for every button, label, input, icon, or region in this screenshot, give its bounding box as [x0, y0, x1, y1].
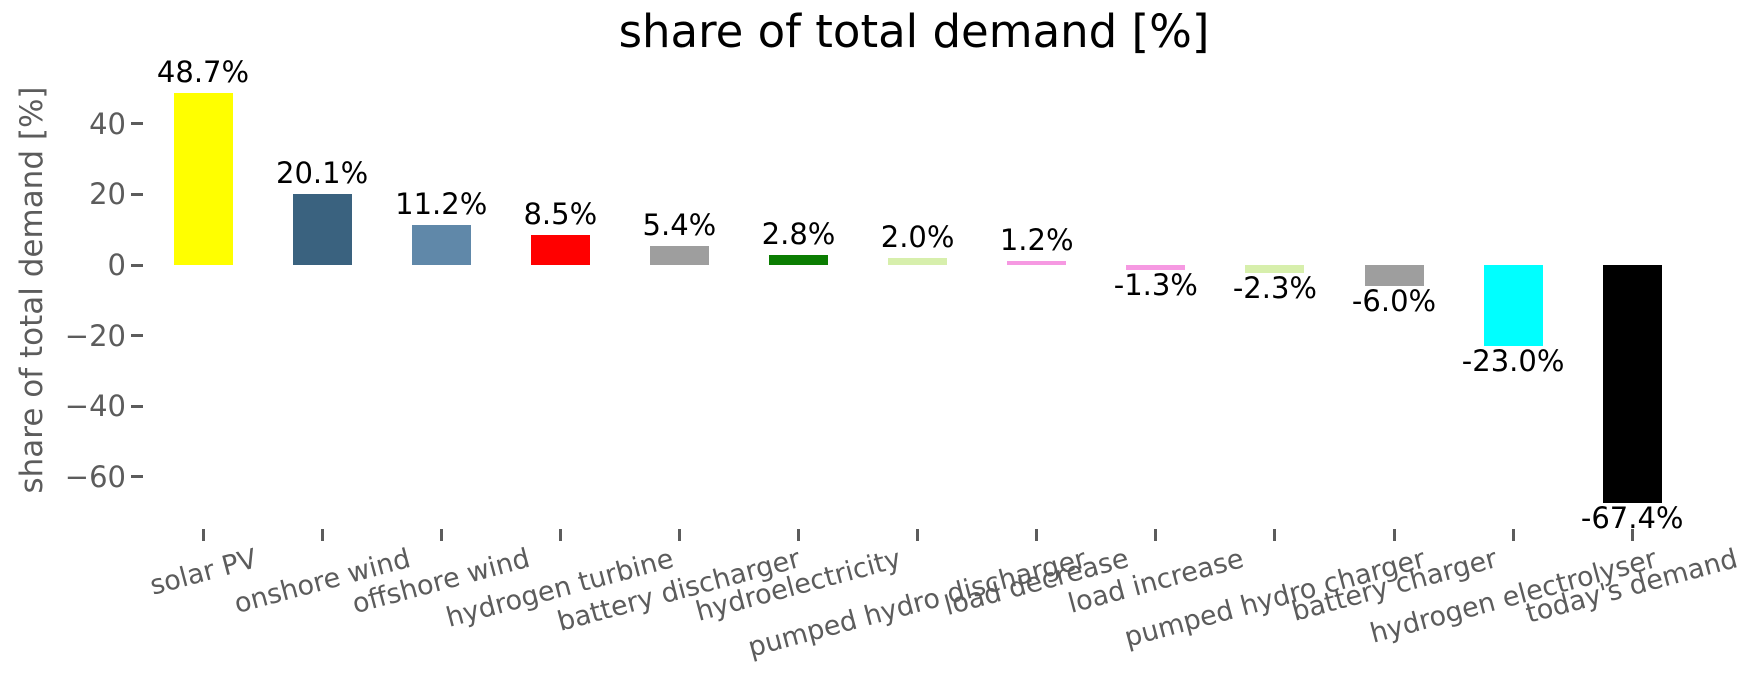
bar-value-label-today-s-demand: -67.4% — [1580, 500, 1684, 535]
bar-battery-charger — [1364, 265, 1424, 287]
y-tick-mark — [131, 192, 143, 196]
bar-pumped-hydro-discharger — [888, 257, 948, 265]
chart-title: share of total demand [%] — [618, 5, 1210, 58]
x-tick-mark — [1035, 529, 1039, 541]
y-tick-label: 20 — [89, 177, 126, 212]
x-tick-mark — [1630, 529, 1634, 541]
bar-today-s-demand — [1602, 265, 1662, 503]
bar-value-label-battery-discharger: 5.4% — [642, 207, 717, 242]
x-tick-mark — [1392, 529, 1396, 541]
bar-value-label-pumped-hydro-charger: -2.3% — [1232, 271, 1317, 306]
y-tick-mark — [131, 404, 143, 408]
y-tick-label: 40 — [89, 106, 126, 141]
y-tick-mark — [131, 475, 143, 479]
y-tick-mark — [131, 122, 143, 126]
y-tick-label: −60 — [64, 459, 126, 494]
bar-solar-pv — [173, 93, 233, 265]
bar-onshore-wind — [292, 194, 352, 265]
bar-value-label-hydrogen-turbine: 8.5% — [523, 196, 598, 231]
bar-value-label-offshore-wind: 11.2% — [395, 187, 488, 222]
y-tick-label: −20 — [64, 318, 126, 353]
y-tick-label: 0 — [107, 248, 126, 282]
x-tick-mark — [1273, 529, 1277, 541]
x-tick-mark — [677, 529, 681, 541]
bar-value-label-hydroelectricity: 2.8% — [761, 217, 836, 252]
y-tick-mark — [131, 334, 143, 338]
y-tick-mark — [131, 263, 143, 267]
y-tick-label: −40 — [64, 389, 126, 424]
x-tick-mark — [916, 529, 920, 541]
x-tick-mark — [1154, 529, 1158, 541]
bar-value-label-solar-pv: 48.7% — [156, 55, 250, 90]
bar-hydroelectricity — [769, 255, 828, 265]
x-tick-mark — [1511, 529, 1515, 541]
bar-load-increase — [1126, 265, 1186, 270]
x-tick-mark — [558, 529, 562, 541]
bar-value-label-load-decrease: 1.2% — [999, 222, 1074, 257]
bar-value-label-pumped-hydro-discharger: 2.0% — [880, 219, 955, 254]
bar-pumped-hydro-charger — [1245, 265, 1305, 274]
bar-value-label-hydrogen-electrolyser: -23.0% — [1461, 344, 1565, 379]
bar-load-decrease — [1007, 260, 1067, 265]
x-tick-mark — [797, 529, 800, 541]
bar-offshore-wind — [411, 225, 471, 265]
bar-value-label-battery-charger: -6.0% — [1351, 284, 1437, 319]
x-tick-mark — [320, 529, 324, 541]
bar-battery-discharger — [649, 245, 709, 265]
bar-hydrogen-electrolyser — [1483, 265, 1543, 347]
bar-hydrogen-turbine — [530, 234, 590, 265]
bar-value-label-onshore-wind: 20.1% — [276, 156, 369, 191]
x-tick-mark — [439, 529, 443, 541]
bar-value-label-load-increase: -1.3% — [1113, 267, 1198, 302]
x-tick-mark — [201, 529, 205, 541]
